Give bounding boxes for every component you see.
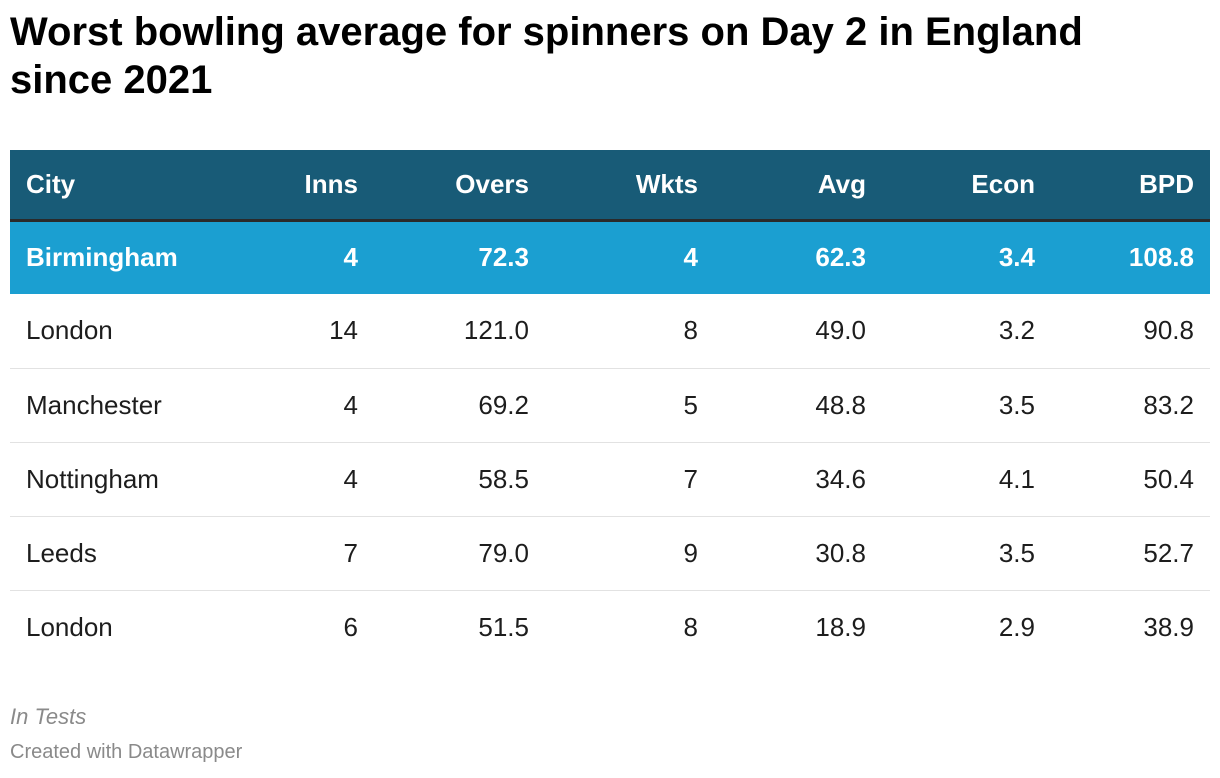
cell-econ: 2.9: [998, 611, 1035, 642]
table-row: Manchester 4 69.2 5 48.8 3.5 83.2: [10, 368, 1210, 443]
cell-avg: 18.9: [815, 611, 866, 642]
cell-inns: 6: [343, 611, 358, 642]
cell-city: Birmingham: [26, 242, 178, 273]
cell-wkts: 4: [683, 242, 698, 273]
cell-overs: 58.5: [374, 442, 545, 517]
column-header-wkts[interactable]: Wkts: [545, 150, 714, 222]
column-header-bpd[interactable]: BPD: [1051, 150, 1210, 222]
cell-avg: 34.6: [714, 442, 882, 517]
cell-wkts: 5: [545, 368, 714, 443]
cell-avg: 49.0: [714, 294, 882, 369]
cell-bpd: 108.8: [1128, 242, 1194, 273]
table-row: London 6 51.5 8 18.9 2.9 38.9: [10, 590, 1210, 664]
column-header-overs[interactable]: Overs: [374, 150, 545, 222]
cell-econ: 3.5: [882, 368, 1051, 443]
cell-econ: 3.5: [882, 516, 1051, 591]
cell-inns: 4: [186, 368, 374, 443]
cell-city: London: [26, 611, 113, 642]
column-header-city[interactable]: City: [10, 150, 186, 222]
cell-overs: 79.0: [374, 516, 545, 591]
cell-overs: 72.3: [478, 242, 529, 273]
cell-bpd: 90.8: [1051, 294, 1210, 369]
table-header: City Inns Overs Wkts Avg Econ BPD: [10, 150, 1210, 222]
cell-avg: 48.8: [714, 368, 882, 443]
table-note: In Tests: [10, 704, 87, 729]
column-header-avg[interactable]: Avg: [714, 150, 882, 222]
cell-overs: 69.2: [374, 368, 545, 443]
cell-inns: 7: [186, 516, 374, 591]
cell-wkts: 8: [683, 611, 698, 642]
cell-avg: 30.8: [714, 516, 882, 591]
table-row: Birmingham 4 72.3 4 62.3 3.4 108.8: [10, 220, 1210, 294]
table-row: Leeds 7 79.0 9 30.8 3.5 52.7: [10, 516, 1210, 591]
cell-city: Leeds: [10, 516, 186, 591]
cell-overs: 51.5: [478, 611, 529, 642]
cell-econ: 3.4: [998, 242, 1035, 273]
cell-bpd: 83.2: [1051, 368, 1210, 443]
cell-econ: 4.1: [882, 442, 1051, 517]
credit-line: Created with Datawrapper: [10, 741, 243, 763]
cell-bpd: 50.4: [1051, 442, 1210, 517]
table-row: London 14 121.0 8 49.0 3.2 90.8: [10, 294, 1210, 369]
cell-city: Manchester: [10, 368, 186, 443]
data-table: City Inns Overs Wkts Avg Econ BPD Birmin…: [10, 150, 1210, 664]
cell-avg: 62.3: [815, 242, 866, 273]
cell-overs: 121.0: [374, 294, 545, 369]
cell-inns: 4: [343, 242, 358, 273]
cell-city: London: [10, 294, 186, 369]
table-body: Birmingham 4 72.3 4 62.3 3.4 108.8 London 14 121.…: [10, 220, 1210, 664]
cell-wkts: 8: [545, 294, 714, 369]
cell-bpd: 52.7: [1051, 516, 1210, 591]
cell-inns: 4: [186, 442, 374, 517]
cell-inns: 14: [186, 294, 374, 369]
table-row: Nottingham 4 58.5 7 34.6 4.1 50.4: [10, 442, 1210, 517]
cell-wkts: 9: [545, 516, 714, 591]
header-row: City Inns Overs Wkts Avg Econ BPD: [10, 150, 1210, 222]
cell-bpd: 38.9: [1143, 611, 1194, 642]
column-header-inns[interactable]: Inns: [186, 150, 374, 222]
cell-wkts: 7: [545, 442, 714, 517]
cell-econ: 3.2: [882, 294, 1051, 369]
cell-city: Nottingham: [10, 442, 186, 517]
chart-title: Worst bowling average for spinners on Da…: [10, 10, 1083, 102]
column-header-econ[interactable]: Econ: [882, 150, 1051, 222]
